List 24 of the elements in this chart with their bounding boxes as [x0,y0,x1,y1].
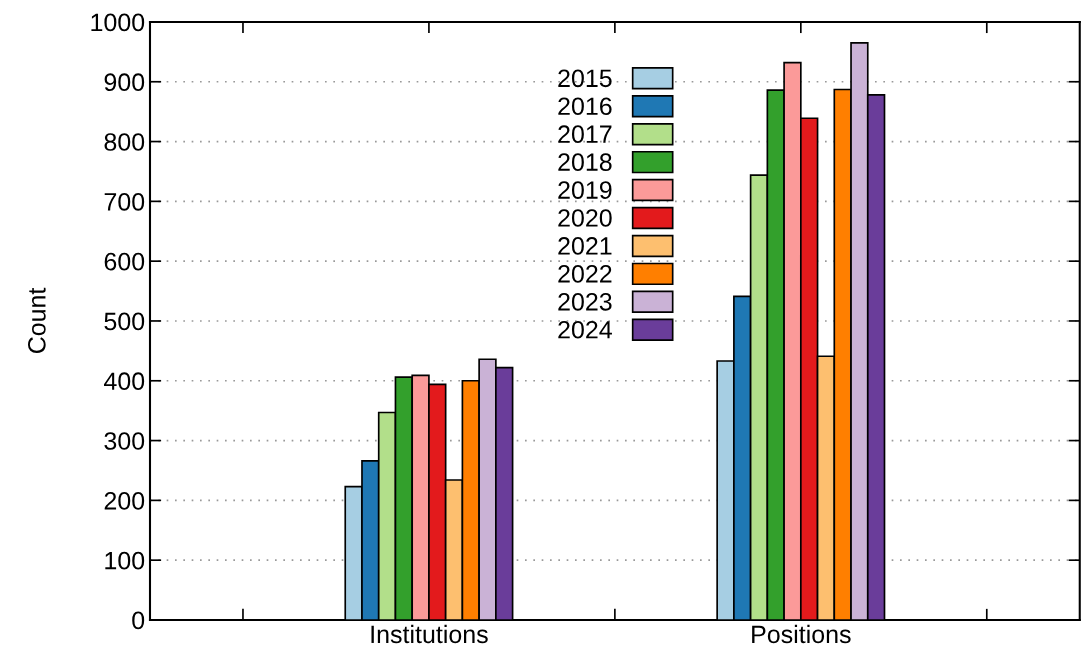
x-tick-label: Positions [752,624,851,644]
legend-label: 2019 [558,181,612,199]
y-tick-label: 300 [104,432,145,450]
legend-label: 2024 [558,320,612,339]
legend-label: 2021 [558,237,612,255]
y-tick-label: 1000 [91,13,145,32]
y-tick-label: 400 [104,372,145,391]
legend-label: 2023 [558,292,612,311]
legend-label: 2016 [558,97,612,116]
legend-label: 2017 [558,125,612,144]
legend-label: 2020 [558,209,612,227]
legend-label: 2018 [558,153,612,171]
y-tick-label: 100 [105,551,145,570]
y-tick-label: 0 [132,611,145,630]
y-tick-label: 500 [104,312,145,331]
y-axis-title: Count [27,287,46,354]
y-tick-label: 200 [104,491,145,510]
y-tick-label: 700 [104,192,145,211]
y-tick-label: 800 [104,133,145,151]
y-tick-label: 900 [104,73,145,92]
legend-label: 2015 [558,69,612,88]
y-tick-label: 600 [104,252,145,271]
x-tick-label: Institutions [371,624,488,644]
legend-label: 2022 [558,265,612,283]
